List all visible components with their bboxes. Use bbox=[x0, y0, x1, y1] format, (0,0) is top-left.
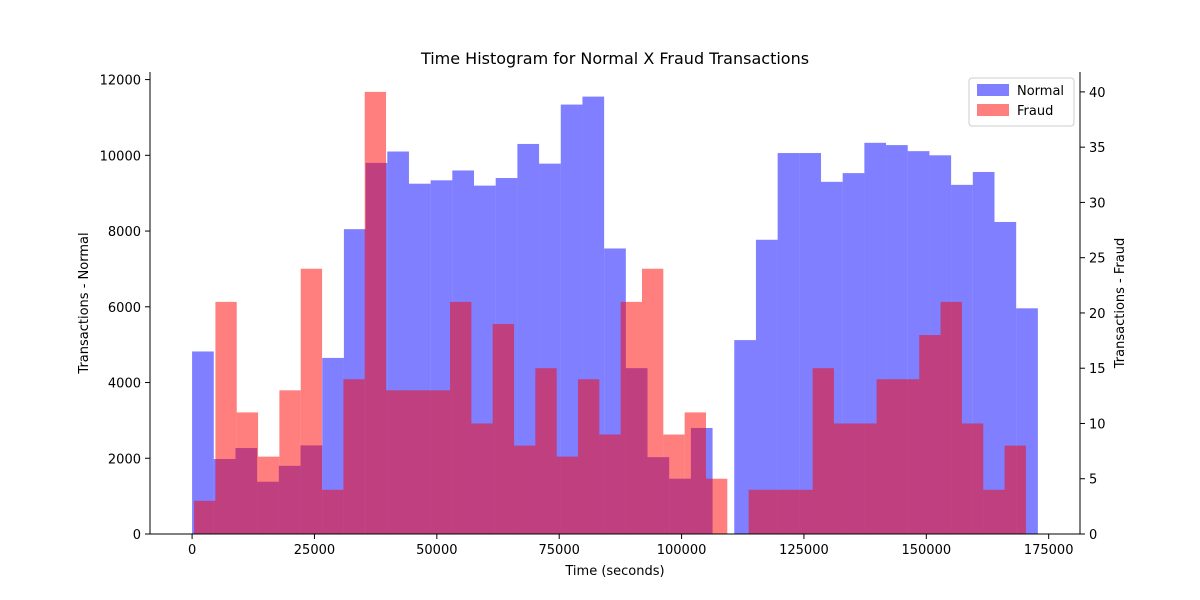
normal-bar bbox=[560, 104, 583, 534]
left-y-tick-label: 12000 bbox=[100, 74, 141, 89]
fraud-bar bbox=[833, 423, 856, 534]
x-tick-label: 100000 bbox=[657, 543, 707, 558]
right-y-tick-label: 25 bbox=[1089, 252, 1106, 267]
right-y-tick-label: 20 bbox=[1089, 307, 1106, 322]
right-y-axis-ticks: 0 5 10 15 20 25 30 35 40 bbox=[1080, 86, 1106, 543]
fraud-bar bbox=[876, 379, 898, 534]
legend-label-normal: Normal bbox=[1017, 84, 1064, 99]
fraud-bar bbox=[428, 390, 451, 534]
x-axis-label: Time (seconds) bbox=[564, 564, 664, 579]
fraud-bar bbox=[663, 434, 685, 534]
fraud-bar bbox=[897, 379, 920, 534]
left-y-axis-ticks: 0 2000 4000 6000 8000 10000 12000 bbox=[100, 74, 150, 543]
left-y-tick-label: 8000 bbox=[108, 225, 141, 240]
fraud-bar bbox=[514, 445, 536, 534]
fraud-bar bbox=[322, 489, 344, 534]
fraud-bar bbox=[236, 412, 259, 534]
normal-bar bbox=[777, 153, 800, 535]
x-tick-label: 50000 bbox=[416, 543, 457, 558]
right-y-tick-label: 15 bbox=[1089, 362, 1106, 377]
normal-bar bbox=[755, 239, 778, 534]
fraud-bar bbox=[919, 335, 941, 534]
legend-swatch-fraud bbox=[977, 104, 1009, 116]
fraud-bar bbox=[535, 368, 557, 534]
fraud-bar bbox=[450, 301, 472, 534]
left-y-tick-label: 4000 bbox=[108, 377, 141, 392]
fraud-bar bbox=[684, 412, 706, 534]
legend-label-fraud: Fraud bbox=[1017, 104, 1053, 119]
fraud-bar bbox=[812, 368, 834, 534]
right-y-tick-label: 30 bbox=[1089, 196, 1106, 211]
fraud-bar bbox=[471, 423, 493, 534]
fraud-bar bbox=[364, 91, 387, 534]
fraud-bar bbox=[258, 456, 280, 534]
fraud-bar bbox=[961, 423, 984, 534]
fraud-bar bbox=[386, 390, 408, 534]
fraud-bar bbox=[492, 324, 515, 534]
fraud-bar bbox=[748, 489, 770, 534]
left-y-tick-label: 6000 bbox=[108, 301, 141, 316]
fraud-bars bbox=[194, 91, 1026, 534]
left-y-tick-label: 10000 bbox=[100, 149, 141, 164]
right-y-tick-label: 40 bbox=[1089, 86, 1106, 101]
x-tick-label: 175000 bbox=[1024, 543, 1074, 558]
axes-frame bbox=[149, 72, 1081, 535]
left-y-tick-label: 2000 bbox=[108, 452, 141, 467]
fraud-bar bbox=[599, 434, 621, 534]
fraud-bar bbox=[1004, 445, 1026, 534]
left-y-axis-label: Transactions - Normal bbox=[77, 232, 92, 374]
chart-title: Time Histogram for Normal X Fraud Transa… bbox=[420, 49, 809, 68]
legend-swatch-normal bbox=[977, 84, 1009, 96]
normal-bar bbox=[192, 351, 214, 534]
fraud-bar bbox=[194, 500, 216, 534]
x-tick-label: 125000 bbox=[779, 543, 829, 558]
legend: Normal Fraud bbox=[968, 77, 1075, 127]
fraud-bar bbox=[705, 478, 728, 534]
fraud-bar bbox=[556, 456, 578, 534]
right-y-tick-label: 35 bbox=[1089, 141, 1106, 156]
fraud-bar bbox=[300, 268, 323, 534]
normal-bar bbox=[517, 143, 540, 534]
left-y-tick-label: 0 bbox=[133, 528, 141, 543]
fraud-bar bbox=[215, 301, 237, 534]
x-tick-label: 75000 bbox=[539, 543, 580, 558]
x-tick-label: 0 bbox=[188, 543, 196, 558]
fraud-bar bbox=[343, 379, 365, 534]
x-tick-label: 150000 bbox=[901, 543, 951, 558]
fraud-bar bbox=[769, 489, 792, 534]
right-y-axis-label: Transactions - Fraud bbox=[1113, 238, 1128, 369]
fraud-bar bbox=[855, 423, 877, 534]
fraud-bar bbox=[407, 390, 429, 534]
fraud-bar bbox=[620, 301, 642, 534]
fraud-bar bbox=[279, 390, 301, 534]
right-y-tick-label: 0 bbox=[1089, 528, 1097, 543]
fraud-bar bbox=[578, 379, 600, 534]
normal-bar bbox=[734, 340, 756, 534]
x-tick-label: 25000 bbox=[294, 543, 335, 558]
right-y-tick-label: 10 bbox=[1089, 417, 1106, 432]
fraud-bar bbox=[983, 489, 1005, 534]
fraud-bar bbox=[940, 301, 962, 534]
right-y-tick-label: 5 bbox=[1089, 473, 1097, 488]
fraud-bar bbox=[791, 489, 813, 534]
x-axis-ticks: 0 25000 50000 75000 100000 125000 150000 175000 bbox=[188, 534, 1074, 558]
fraud-bar bbox=[641, 268, 664, 534]
